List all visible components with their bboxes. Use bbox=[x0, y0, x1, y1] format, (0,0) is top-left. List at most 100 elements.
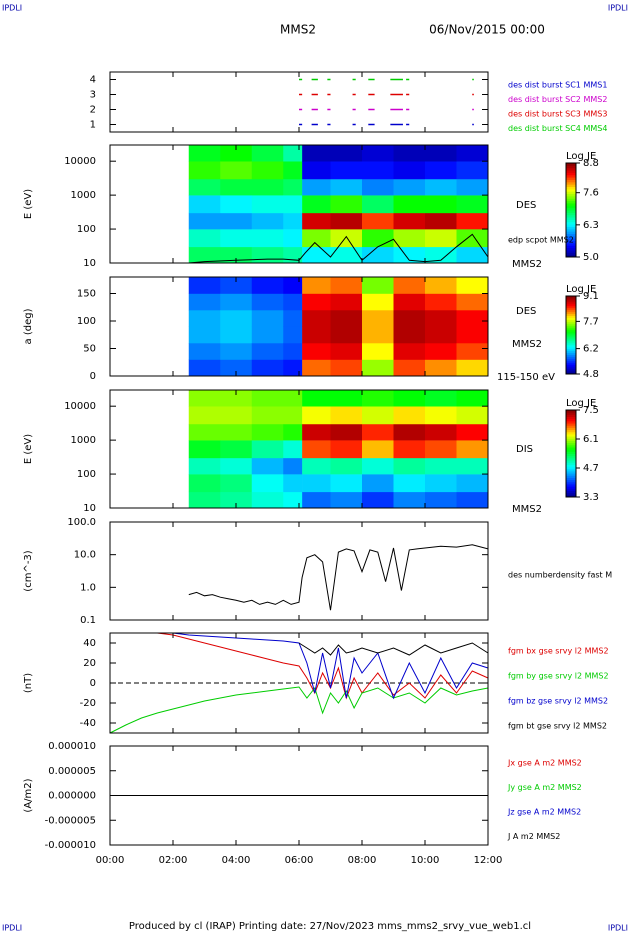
spectrogram-cell bbox=[220, 343, 253, 360]
y-tick-label: 150 bbox=[77, 289, 96, 300]
y-tick-label: 0.000010 bbox=[48, 741, 96, 752]
spectrogram-cell bbox=[362, 229, 394, 248]
spectrogram-cell bbox=[302, 195, 331, 214]
colorbar-swatch bbox=[566, 340, 576, 344]
spectrogram-cell bbox=[302, 246, 331, 264]
colorbar-swatch bbox=[566, 475, 576, 478]
spectrogram-cell bbox=[220, 229, 253, 248]
colorbar-swatch bbox=[566, 242, 576, 246]
spectrogram-cell bbox=[188, 293, 221, 311]
spectrogram-cell bbox=[425, 406, 457, 425]
y-tick-label: 1000 bbox=[71, 435, 96, 446]
spectrogram-cell bbox=[220, 390, 253, 407]
spectrogram-cell bbox=[283, 178, 303, 196]
spectrogram-cell bbox=[456, 440, 489, 459]
colorbar-swatch bbox=[566, 315, 576, 318]
colorbar-swatch bbox=[566, 249, 576, 253]
spectrogram-cell bbox=[188, 145, 221, 162]
y-tick-label: 100 bbox=[77, 316, 96, 327]
colorbar-swatch bbox=[566, 165, 576, 169]
y-tick-label: 0 bbox=[90, 371, 96, 382]
spectrogram-cell bbox=[393, 293, 426, 311]
spectrogram-cell bbox=[425, 229, 457, 248]
y-tick-label: 1 bbox=[90, 120, 96, 131]
spectrogram-cell bbox=[425, 195, 457, 214]
y-tick-label: 1.0 bbox=[80, 582, 96, 593]
spectrogram-cell bbox=[302, 423, 331, 441]
spectrogram-cell bbox=[425, 212, 457, 230]
spectrogram-cell bbox=[188, 277, 221, 294]
spectrogram-cell bbox=[283, 246, 303, 264]
spectrogram-cell bbox=[220, 195, 253, 214]
title: MMS2 bbox=[280, 23, 316, 37]
y-tick-label: 100 bbox=[77, 224, 96, 235]
colorbar-swatch bbox=[566, 358, 576, 361]
spectrogram-cell bbox=[393, 212, 426, 230]
spectrogram-cell bbox=[425, 161, 457, 180]
y-axis-label: E (eV) bbox=[23, 189, 34, 219]
spectrogram-cell bbox=[456, 145, 489, 162]
colorbar-swatch bbox=[566, 217, 576, 220]
colorbar-swatch bbox=[566, 488, 576, 491]
y-axis-label: (nT) bbox=[23, 673, 34, 693]
spectrogram-cell bbox=[456, 246, 489, 264]
colorbar-swatch bbox=[566, 219, 576, 223]
colorbar-swatch bbox=[566, 356, 576, 359]
colorbar-frame bbox=[565, 162, 577, 258]
colorbar-swatch bbox=[566, 442, 576, 446]
spectrogram-cell bbox=[330, 145, 363, 162]
colorbar-tick-label: 8.8 bbox=[583, 158, 599, 169]
colorbar-swatch bbox=[566, 235, 576, 239]
legend-entry: des numberdensity fast M bbox=[508, 571, 612, 580]
spectrogram-cell bbox=[362, 359, 394, 377]
colorbar-swatch bbox=[566, 233, 576, 237]
colorbar-swatch bbox=[566, 416, 576, 420]
spectrogram-cell bbox=[220, 246, 253, 264]
legend-entry: des dist burst SC3 MMS3 bbox=[508, 110, 607, 119]
colorbar-swatch bbox=[566, 329, 576, 332]
y-tick-label: 10000 bbox=[64, 401, 96, 412]
colorbar-swatch bbox=[566, 174, 576, 178]
colorbar-swatch bbox=[566, 191, 576, 195]
colorbar-swatch bbox=[566, 323, 576, 326]
spectrogram-cell bbox=[220, 161, 253, 180]
colorbar-swatch bbox=[566, 305, 576, 309]
spectrogram-cell bbox=[362, 491, 394, 509]
colorbar-swatch bbox=[566, 348, 576, 352]
spectrogram-cell bbox=[456, 423, 489, 441]
spectrogram-cell bbox=[362, 195, 394, 214]
colorbar-tick-label: 6.2 bbox=[583, 344, 599, 355]
colorbar-tick-label: 6.1 bbox=[583, 434, 599, 445]
spectrogram-cell bbox=[251, 390, 284, 407]
colorbar-swatch bbox=[566, 455, 576, 459]
colorbar-swatch bbox=[566, 309, 576, 313]
colorbar-swatch bbox=[566, 247, 576, 251]
spectrogram-cell bbox=[330, 326, 363, 344]
spectrogram-cell bbox=[393, 440, 426, 459]
spectrogram-cell bbox=[393, 343, 426, 360]
panel-frame bbox=[109, 71, 489, 133]
colorbar-swatch bbox=[566, 221, 576, 225]
y-tick-label: 0.000000 bbox=[48, 791, 96, 802]
spectrogram-cell bbox=[302, 145, 331, 162]
spectrogram-cell bbox=[302, 178, 331, 196]
colorbar-swatch bbox=[566, 321, 576, 324]
spectrogram-cell bbox=[220, 293, 253, 311]
spectrogram-cell bbox=[251, 145, 284, 162]
panel-annotation: MMS2 bbox=[512, 339, 542, 350]
spectrogram-cell bbox=[302, 293, 331, 311]
spectrogram-cell bbox=[251, 195, 284, 214]
spectrogram-cell bbox=[425, 293, 457, 311]
legend-entry: fgm bt gse srvy l2 MMS2 bbox=[508, 722, 607, 731]
spectrogram-cell bbox=[362, 145, 394, 162]
colorbar-frame bbox=[565, 409, 577, 498]
corner-mark: IPDLI bbox=[2, 924, 22, 933]
spectrogram-cell bbox=[425, 310, 457, 327]
spectrogram-cell bbox=[302, 457, 331, 475]
colorbar-swatch bbox=[566, 198, 576, 202]
spectrogram-cell bbox=[188, 457, 221, 475]
data-line bbox=[188, 544, 489, 611]
x-tick-label: 02:00 bbox=[159, 855, 188, 866]
spectrogram-cell bbox=[330, 423, 363, 441]
colorbar-swatch bbox=[566, 231, 576, 234]
